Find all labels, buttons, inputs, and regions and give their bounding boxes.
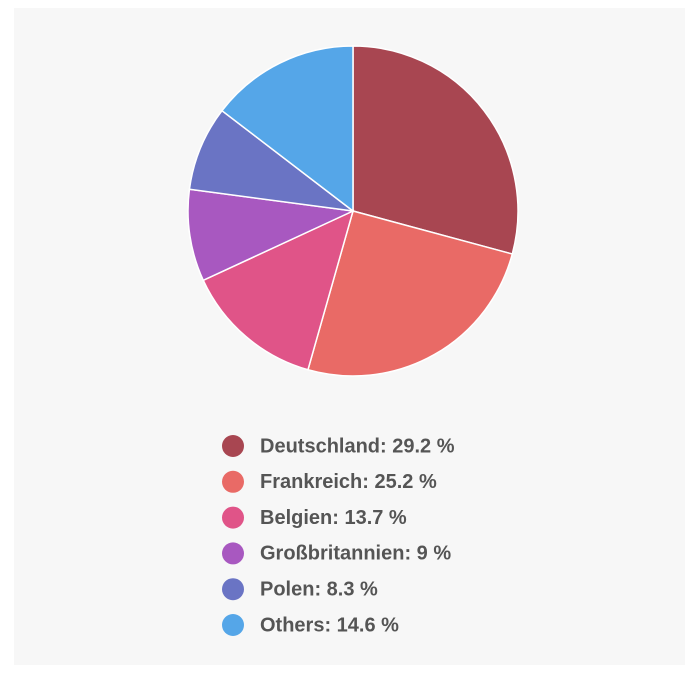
legend-swatch (222, 435, 244, 457)
legend-label: Deutschland: 29.2 % (260, 435, 455, 457)
legend-swatch (222, 470, 244, 493)
legend-label: Großbritannien: 9 % (260, 543, 451, 565)
pie-slice (187, 188, 356, 282)
legend-swatch (222, 542, 244, 565)
legend-swatch (222, 578, 244, 601)
legend-swatch (222, 506, 244, 529)
pie-slice (188, 109, 356, 213)
pie-slice (352, 45, 519, 255)
legend-label: Polen: 8.3 % (260, 578, 378, 600)
legend-label: Frankreich: 25.2 % (260, 471, 437, 493)
legend-label: Belgien: 13.7 % (260, 507, 407, 529)
legend-label: Others: 14.6 % (260, 614, 399, 636)
pie-slice (202, 209, 355, 371)
pie-slice (220, 45, 354, 213)
legend-swatch (222, 614, 244, 636)
pie-slice (307, 210, 514, 377)
